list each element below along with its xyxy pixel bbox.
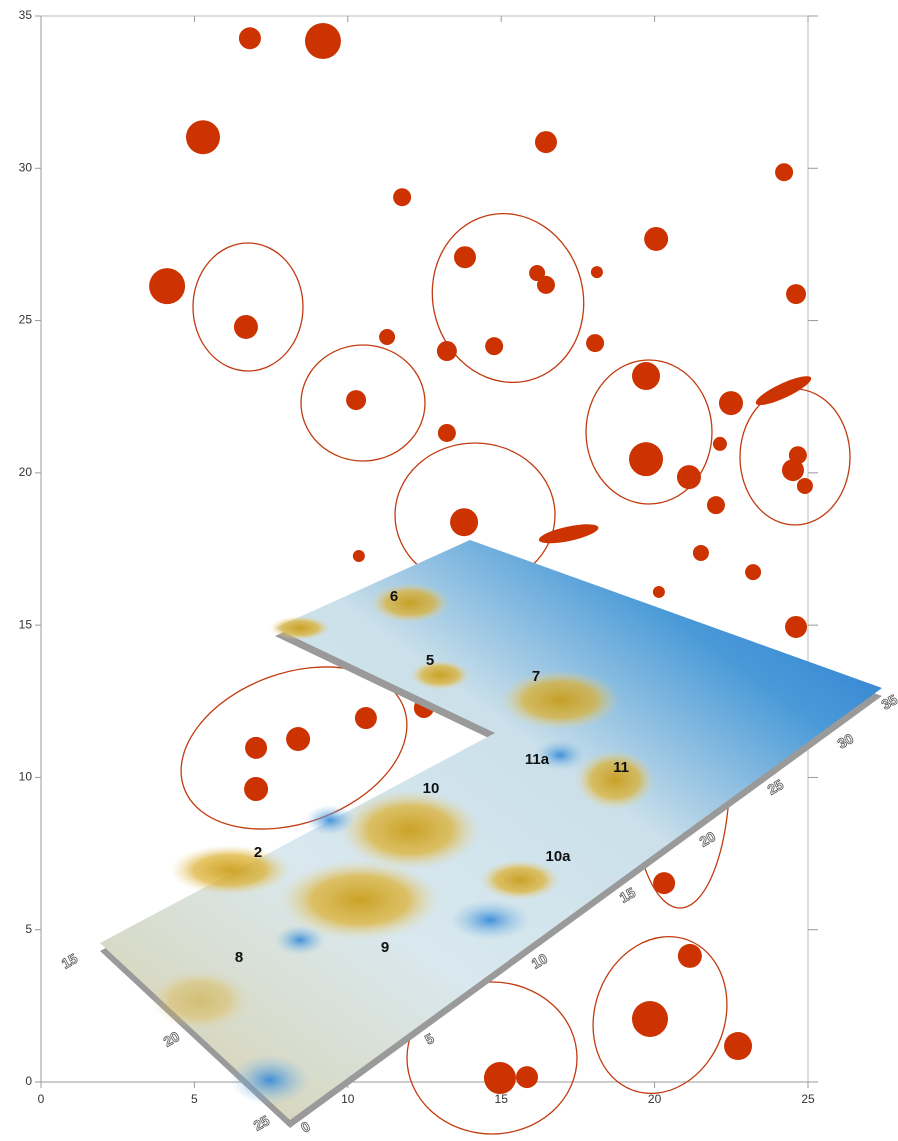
surface-axis-label: 15 [59, 950, 81, 972]
point [629, 442, 664, 477]
point [538, 524, 599, 544]
point [796, 477, 813, 494]
point [724, 1032, 753, 1061]
y-tick-label: 35 [19, 8, 33, 22]
point [244, 777, 269, 802]
annotation: 10a [545, 848, 571, 865]
surface-axis-label: 20 [161, 1028, 183, 1050]
surface-top [100, 540, 882, 1120]
point [712, 436, 727, 451]
point [529, 265, 546, 282]
point [536, 275, 555, 294]
surface-axis-label: 0 [298, 1118, 313, 1136]
point [785, 615, 808, 638]
point [534, 131, 557, 154]
point [437, 423, 456, 442]
annotation: 8 [235, 949, 243, 966]
y-tick-label: 0 [25, 1074, 32, 1088]
point [652, 585, 665, 598]
point [590, 266, 603, 279]
surface-axis-label: 5 [422, 1030, 437, 1048]
point [304, 22, 341, 59]
point [718, 391, 743, 416]
point [483, 1062, 516, 1095]
point [632, 362, 661, 391]
annotation: 2 [254, 844, 262, 861]
point [781, 459, 804, 482]
annotation: 11a [525, 751, 550, 768]
point [677, 943, 702, 968]
x-tick-label: 25 [801, 1092, 815, 1106]
surface-axis-label: 15 [617, 884, 639, 906]
surface-axis-label: 20 [697, 828, 719, 850]
ring [192, 242, 304, 372]
surface [100, 540, 882, 1128]
point [745, 564, 762, 581]
ring [739, 388, 851, 526]
surface-axis-label: 25 [251, 1112, 273, 1134]
point [379, 329, 396, 346]
point [286, 727, 311, 752]
y-tick-label: 10 [19, 770, 33, 784]
point [515, 1066, 538, 1089]
point [393, 188, 412, 207]
point [586, 334, 605, 353]
point [245, 736, 268, 759]
point [485, 337, 504, 356]
annotation: 7 [532, 668, 540, 685]
x-tick-label: 15 [495, 1092, 509, 1106]
x-tick-label: 0 [38, 1092, 45, 1106]
points [149, 22, 813, 1095]
point [453, 246, 476, 269]
annotation: 9 [381, 939, 389, 956]
x-tick-label: 20 [648, 1092, 662, 1106]
y-tick-label: 25 [19, 313, 33, 327]
ring [592, 935, 728, 1095]
point [450, 508, 479, 537]
ring [300, 344, 426, 462]
point [436, 341, 457, 362]
ring [406, 981, 578, 1135]
surface-axis-label: 25 [765, 776, 787, 798]
point [233, 314, 258, 339]
surface-axis-label: 10 [529, 950, 551, 972]
annotation: 6 [390, 588, 398, 605]
annotation: 10 [423, 780, 440, 797]
y-tick-label: 30 [19, 160, 33, 174]
point [644, 226, 669, 251]
point [185, 120, 220, 155]
point [149, 268, 186, 305]
point [653, 872, 676, 895]
point [775, 163, 794, 182]
annotation: 11 [613, 759, 629, 776]
point [352, 550, 365, 563]
ring [585, 359, 713, 505]
ring [431, 212, 585, 384]
point [346, 390, 367, 411]
x-tick-label: 5 [191, 1092, 198, 1106]
point [238, 27, 261, 50]
y-tick-label: 15 [19, 617, 33, 631]
surface-axis-label: 35 [879, 691, 898, 713]
x-tick-label: 10 [341, 1092, 355, 1106]
point [706, 496, 725, 515]
point [676, 465, 701, 490]
point [692, 544, 709, 561]
point [354, 707, 377, 730]
point [786, 284, 807, 305]
y-tick-label: 5 [25, 922, 32, 936]
annotation: 5 [426, 652, 434, 669]
surface-axis-label: 30 [835, 730, 857, 752]
y-tick-label: 20 [19, 465, 33, 479]
point [631, 1000, 668, 1037]
